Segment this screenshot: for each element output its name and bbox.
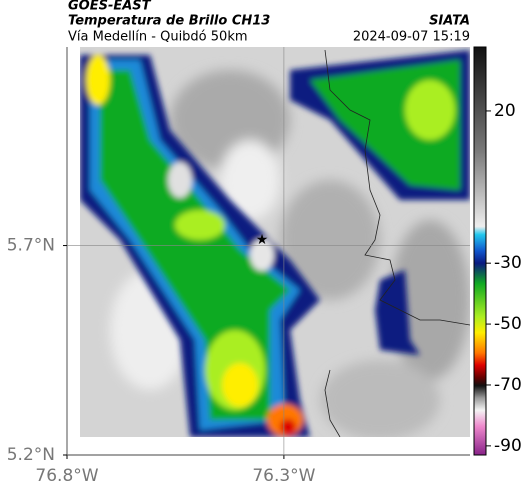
colorbar-tick-label: -70 — [494, 375, 522, 395]
satellite-image — [80, 47, 470, 437]
subtitle: Vía Medellín - Quibdó 50km — [68, 30, 248, 45]
colorbar-tick-label: -30 — [494, 253, 522, 273]
datetime: 2024-09-07 15:19 — [353, 30, 470, 45]
y-tick-label: 5.7°N — [7, 236, 55, 256]
title: Temperatura de Brillo CH13 — [68, 14, 270, 29]
x-tick-label: 76.3°W — [252, 466, 315, 486]
location-star: ★ — [256, 232, 269, 248]
colorbar-tick-label: -90 — [494, 436, 522, 456]
colorbar — [473, 46, 487, 456]
colorbar-tick-label: -50 — [494, 314, 522, 334]
x-tick-label: 76.8°W — [35, 466, 98, 486]
y-tick-label: 5.2°N — [7, 445, 55, 465]
org: SIATA — [429, 14, 470, 29]
colorbar-tick-label: 20 — [494, 101, 516, 121]
source: GOES-EAST — [68, 0, 152, 14]
